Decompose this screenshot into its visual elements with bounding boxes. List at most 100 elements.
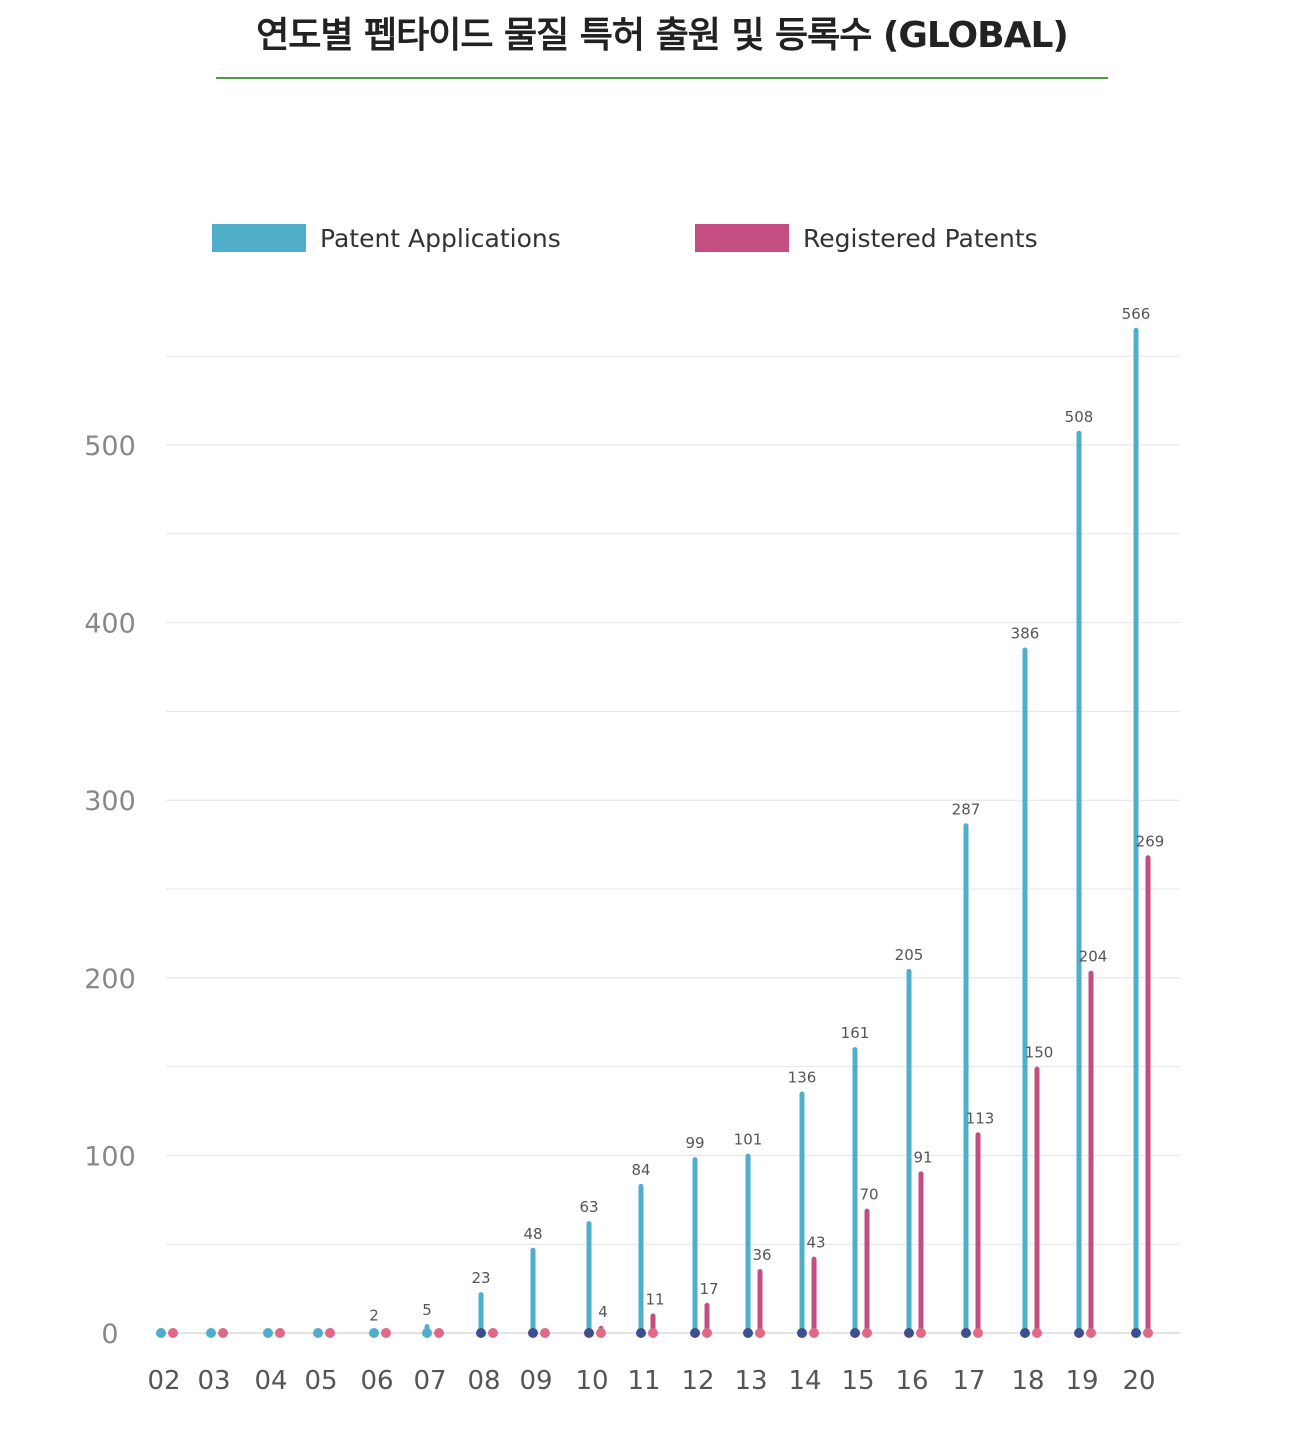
application-base-dot [476,1328,486,1338]
application-bar [745,1153,751,1333]
application-value-label: 161 [841,1024,870,1042]
application-base-dot [850,1328,860,1338]
application-bar [1076,430,1082,1333]
application-bar [799,1091,805,1333]
registered-value-label: 11 [645,1290,664,1308]
chart-title: 연도별 펩타이드 물질 특허 출원 및 등록수 (GLOBAL) [256,15,1069,56]
registered-base-dot [702,1328,712,1338]
registered-bar [1034,1066,1040,1333]
application-base-dot [263,1328,273,1338]
application-value-label: 386 [1011,624,1040,642]
application-bar [906,968,912,1333]
title-underline [216,77,1108,79]
registered-value-label: 269 [1136,832,1165,850]
application-base-dot [206,1328,216,1338]
registered-base-dot [1032,1328,1042,1338]
application-base-dot [156,1328,166,1338]
registered-base-dot [973,1328,983,1338]
registered-base-dot [809,1328,819,1338]
registered-bar [918,1171,924,1333]
application-bar [852,1047,858,1333]
legend-item-applications: Patent Applications [212,220,561,256]
application-bar [963,823,969,1333]
application-bar [1022,647,1028,1333]
x-tick-label: 16 [895,1366,928,1396]
legend-item-registered: Registered Patents [695,220,1038,256]
registered-bar [650,1313,656,1333]
application-value-label: 136 [788,1068,817,1086]
registered-value-label: 70 [859,1186,878,1204]
application-value-label: 205 [895,946,924,964]
x-tick-label: 10 [575,1366,608,1396]
registered-base-dot [325,1328,335,1338]
application-base-dot [1020,1328,1030,1338]
x-tick-label: 17 [952,1366,985,1396]
registered-base-dot [218,1328,228,1338]
registered-base-dot [862,1328,872,1338]
registered-base-dot [916,1328,926,1338]
application-value-label: 5 [422,1301,432,1319]
registered-base-dot [275,1328,285,1338]
application-base-dot [313,1328,323,1338]
registered-bar [1145,855,1151,1333]
legend-swatch-registered [695,224,789,252]
registered-bar [864,1208,870,1333]
y-tick-label: 200 [84,964,136,995]
application-base-dot [422,1328,432,1338]
legend-swatch-applications [212,224,306,252]
y-tick-label: 100 [84,1141,136,1172]
y-tick-label: 300 [84,786,136,817]
x-tick-label: 04 [254,1366,287,1396]
x-tick-label: 20 [1122,1366,1155,1396]
registered-base-dot [648,1328,658,1338]
application-base-dot [636,1328,646,1338]
application-value-label: 508 [1065,408,1094,426]
application-value-label: 23 [471,1269,490,1287]
y-tick-label: 500 [84,431,136,462]
registered-base-dot [596,1328,606,1338]
x-tick-label: 09 [519,1366,552,1396]
application-base-dot [961,1328,971,1338]
application-value-label: 101 [734,1131,763,1149]
application-bar [692,1157,698,1333]
x-tick-label: 12 [681,1366,714,1396]
registered-bar [811,1256,817,1333]
y-tick-label: 0 [101,1319,118,1350]
registered-value-label: 43 [806,1234,825,1252]
registered-bar [975,1132,981,1333]
application-value-label: 48 [523,1225,542,1243]
application-base-dot [904,1328,914,1338]
application-bar [1133,327,1139,1333]
registered-base-dot [434,1328,444,1338]
x-tick-label: 02 [147,1366,180,1396]
x-tick-label: 06 [360,1366,393,1396]
legend-label-registered: Registered Patents [803,223,1038,253]
application-value-label: 566 [1122,305,1151,323]
application-base-dot [584,1328,594,1338]
application-value-label: 63 [579,1198,598,1216]
application-bar [530,1247,536,1333]
registered-value-label: 150 [1025,1044,1054,1062]
chart-title-wrap: 연도별 펩타이드 물질 특허 출원 및 등록수 (GLOBAL) [216,6,1108,66]
registered-value-label: 4 [598,1303,608,1321]
application-value-label: 2 [369,1306,379,1324]
y-tick-label: 400 [84,609,136,640]
x-tick-label: 11 [627,1366,660,1396]
x-tick-label: 05 [304,1366,337,1396]
application-base-dot [1131,1328,1141,1338]
x-tick-label: 07 [413,1366,446,1396]
registered-value-label: 204 [1079,948,1108,966]
registered-value-label: 36 [752,1246,771,1264]
application-base-dot [1074,1328,1084,1338]
x-tick-label: 19 [1065,1366,1098,1396]
application-base-dot [743,1328,753,1338]
x-tick-label: 18 [1011,1366,1044,1396]
x-tick-label: 14 [788,1366,821,1396]
registered-value-label: 91 [913,1148,932,1166]
x-tick-label: 15 [841,1366,874,1396]
application-base-dot [528,1328,538,1338]
application-bar [638,1183,644,1333]
application-base-dot [690,1328,700,1338]
application-bar [586,1221,592,1333]
